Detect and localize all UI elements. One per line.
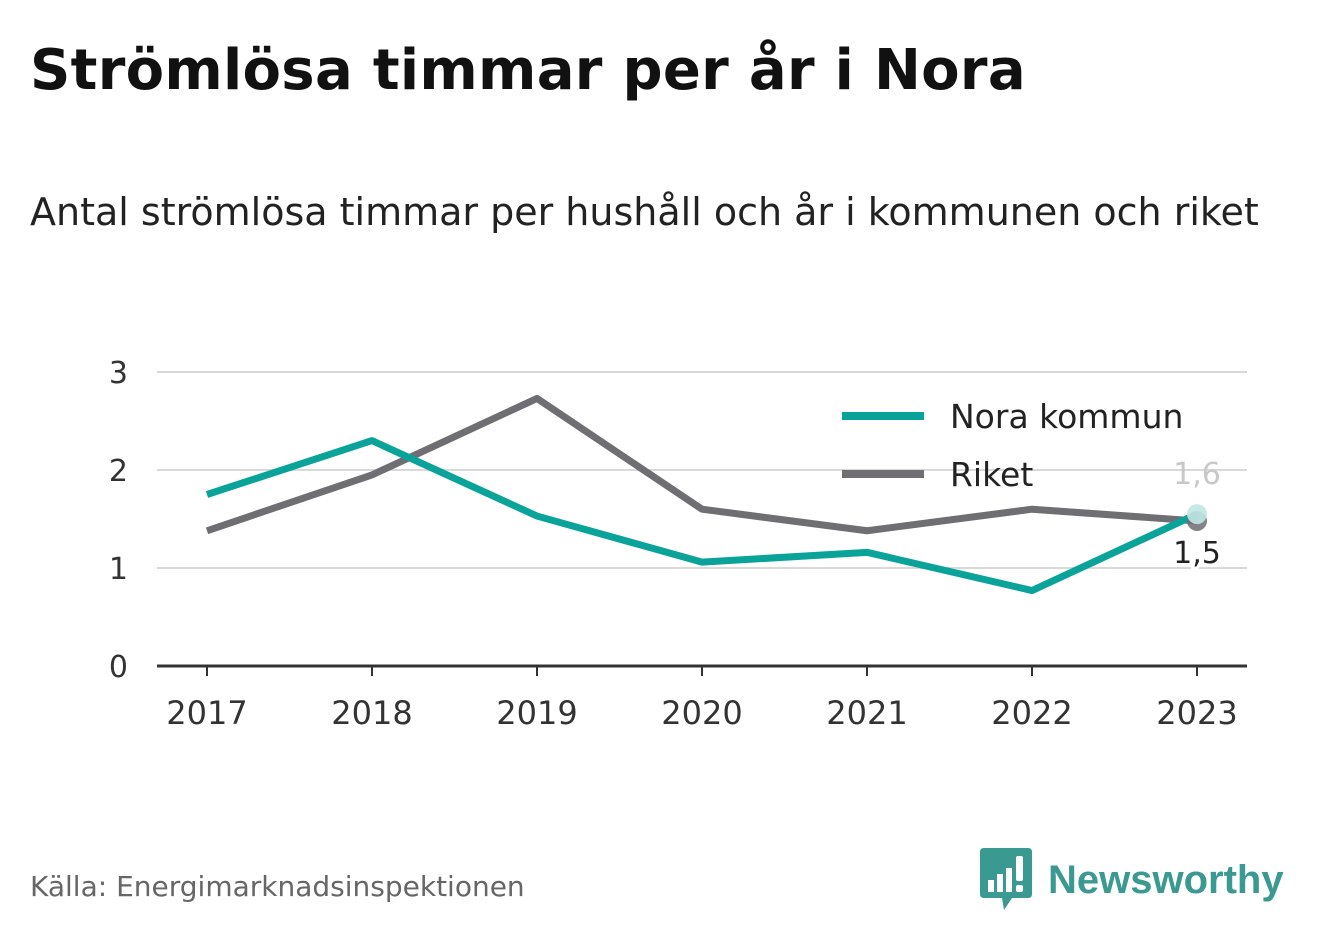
brand-name: Newsworthy — [1048, 857, 1284, 902]
line-chart: 0 1 2 3 2017 2018 2019 2020 2021 2022 2023 1,6 1,5 No… — [109, 356, 1247, 732]
legend-label-riket: Riket — [950, 455, 1033, 494]
chart-subtitle: Antal strömlösa timmar per hushåll och å… — [30, 190, 1259, 234]
y-tick-label: 0 — [109, 650, 128, 685]
brand: Newsworthy — [980, 848, 1284, 912]
x-tick-label: 2023 — [1156, 694, 1237, 732]
x-tick-label: 2022 — [991, 694, 1072, 732]
source-note: Källa: Energimarknadsinspektionen — [30, 870, 525, 903]
chart-title: Strömlösa timmar per år i Nora — [30, 38, 1026, 103]
x-tick-label: 2021 — [826, 694, 907, 732]
y-tick-label: 2 — [109, 454, 128, 489]
x-tick-label: 2019 — [496, 694, 577, 732]
end-label-nora: 1,6 — [1173, 457, 1221, 492]
y-tick-label: 3 — [109, 356, 128, 391]
x-tick-label: 2020 — [661, 694, 742, 732]
x-tick-label: 2018 — [331, 694, 412, 732]
series-line-riket — [205, 394, 1198, 535]
legend-label-nora: Nora kommun — [950, 397, 1183, 436]
y-tick-label: 1 — [109, 552, 128, 587]
series-line-nora — [205, 437, 1199, 595]
newsworthy-logo-icon — [980, 848, 1032, 910]
x-tick-label: 2017 — [166, 694, 247, 732]
end-marker-nora — [1187, 504, 1207, 525]
end-label-riket: 1,5 — [1173, 536, 1221, 571]
